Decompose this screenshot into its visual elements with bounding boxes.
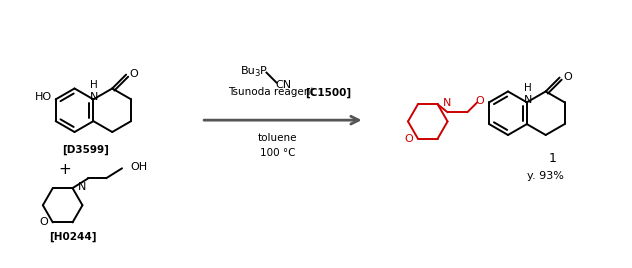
Text: O: O — [130, 69, 138, 79]
Text: N: N — [90, 92, 99, 102]
Text: Bu: Bu — [241, 66, 255, 76]
Text: 3: 3 — [255, 69, 260, 78]
Text: [H0244]: [H0244] — [49, 232, 96, 242]
Text: +: + — [58, 162, 71, 177]
Text: [C1500]: [C1500] — [305, 87, 351, 98]
Text: 1: 1 — [549, 152, 556, 165]
Text: O: O — [39, 217, 48, 227]
Text: HO: HO — [35, 92, 52, 102]
Text: Tsunoda reagent: Tsunoda reagent — [228, 87, 318, 98]
Text: N: N — [524, 95, 532, 105]
Text: 100 °C: 100 °C — [260, 148, 296, 158]
Text: y. 93%: y. 93% — [527, 171, 564, 181]
Text: N: N — [78, 182, 86, 192]
Text: [D3599]: [D3599] — [62, 144, 109, 155]
Text: toluene: toluene — [258, 133, 298, 143]
Text: O: O — [404, 133, 413, 144]
Text: P: P — [260, 66, 266, 76]
Text: H: H — [524, 83, 532, 94]
Text: O: O — [475, 96, 484, 106]
Text: H: H — [90, 80, 98, 91]
Text: CN: CN — [276, 80, 291, 90]
Text: N: N — [442, 98, 451, 108]
Text: O: O — [563, 72, 572, 81]
Text: OH: OH — [130, 162, 147, 172]
